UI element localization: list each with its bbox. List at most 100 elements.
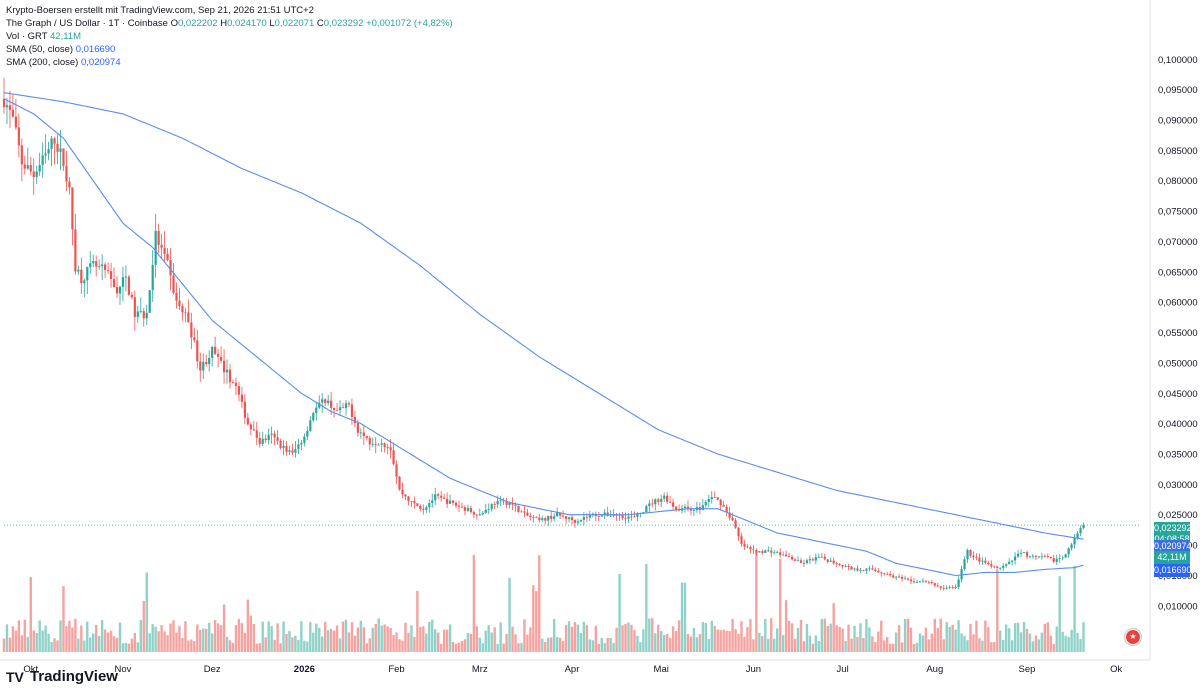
volume-bar	[1049, 635, 1052, 652]
volume-bar	[523, 619, 526, 652]
candle-body	[689, 508, 693, 511]
ohlc-o-label: O	[170, 18, 178, 29]
candle-body	[347, 403, 351, 405]
y-tick-label: 0,065000	[1158, 267, 1198, 278]
candle-body	[645, 506, 648, 513]
volume-bar	[713, 625, 716, 652]
volume-bar	[490, 632, 493, 652]
candle-body	[942, 587, 945, 589]
us-flag-icon[interactable]: ★	[1125, 629, 1141, 645]
candle-body	[636, 513, 639, 517]
candle-body	[978, 557, 981, 562]
candle-body	[130, 294, 133, 298]
volume-bar	[657, 624, 660, 652]
volume-bar	[805, 623, 809, 652]
volume-bar	[1022, 622, 1026, 652]
candle-body	[199, 361, 202, 371]
volume-bar	[520, 642, 523, 652]
candle-body	[422, 508, 425, 510]
candle-body	[178, 300, 181, 307]
volume-bar	[148, 633, 151, 652]
volume-bar	[457, 642, 461, 652]
volume-bar	[832, 603, 835, 652]
candle-body	[318, 402, 321, 408]
volume-bar	[957, 620, 960, 652]
volume-bar	[564, 624, 568, 652]
last-price-value: 0,023292	[1154, 523, 1192, 533]
volume-bar	[496, 643, 499, 652]
volume-bar	[817, 640, 821, 652]
candle-body	[41, 155, 44, 166]
volume-bar	[790, 623, 794, 652]
candle-body	[413, 500, 416, 504]
volume-bar	[755, 551, 758, 652]
volume-bar	[874, 641, 877, 652]
candle-body	[466, 508, 470, 511]
candle-body	[288, 450, 291, 452]
volume-bar	[166, 635, 169, 652]
volume-bar	[588, 639, 592, 652]
sma200-label: SMA (200, close)	[6, 57, 79, 68]
volume-bar	[353, 635, 357, 652]
candle-body	[633, 516, 636, 518]
candle-body	[895, 576, 898, 578]
volume-bar	[255, 643, 258, 652]
candle-body	[1049, 556, 1052, 559]
volume-bar	[243, 632, 247, 652]
volume-bar	[835, 625, 838, 652]
volume-bar	[594, 625, 597, 652]
volume-bar	[903, 618, 907, 652]
volume-bar	[868, 627, 871, 652]
candle-body	[109, 271, 113, 280]
candle-body	[621, 514, 624, 519]
volume-bar	[514, 634, 517, 652]
candle-body	[660, 498, 663, 502]
volume-bar	[719, 630, 722, 652]
volume-bar	[475, 626, 479, 652]
candle-body	[612, 515, 615, 516]
candle-body	[502, 500, 505, 502]
candle-body	[68, 181, 71, 188]
candle-body	[529, 515, 532, 518]
candle-body	[416, 503, 419, 506]
x-tick-label: Dez	[204, 664, 221, 675]
volume-bar	[1055, 626, 1058, 652]
volume-bar	[386, 626, 389, 652]
candle-body	[847, 565, 850, 567]
y-tick-label: 0,060000	[1158, 298, 1198, 309]
volume-bar	[303, 640, 306, 652]
volume-bar	[1046, 622, 1050, 652]
volume-bar	[517, 643, 520, 652]
candle-body	[431, 500, 434, 504]
volume-bar	[309, 622, 312, 652]
volume-bar	[383, 624, 386, 652]
candle-body	[425, 507, 428, 510]
volume-bar	[1031, 641, 1035, 652]
candle-body	[1046, 555, 1049, 557]
volume-bar	[94, 624, 98, 652]
volume-bar	[1052, 643, 1055, 652]
candle-body	[362, 432, 365, 437]
volume-bar	[11, 626, 15, 652]
candle-body	[252, 429, 255, 431]
volume-bar	[237, 618, 241, 652]
candlesticks	[2, 77, 1085, 591]
candle-body	[5, 105, 9, 108]
candle-body	[853, 568, 856, 570]
y-tick-label: 0,025000	[1158, 510, 1198, 521]
tradingview-brand[interactable]: TV TradingView	[6, 668, 118, 685]
candle-body	[184, 312, 187, 314]
candle-body	[2, 98, 6, 108]
volume-bar	[469, 633, 473, 652]
candle-body	[877, 570, 880, 573]
candle-body	[829, 560, 832, 562]
candle-body	[29, 165, 32, 172]
volume-bar	[555, 637, 559, 652]
volume-bar	[246, 599, 250, 652]
volume-bar	[127, 643, 131, 652]
volume-bar	[704, 622, 708, 652]
x-tick-label: Sep	[1019, 664, 1036, 675]
candle-body	[1043, 555, 1046, 557]
candle-body	[547, 515, 550, 521]
